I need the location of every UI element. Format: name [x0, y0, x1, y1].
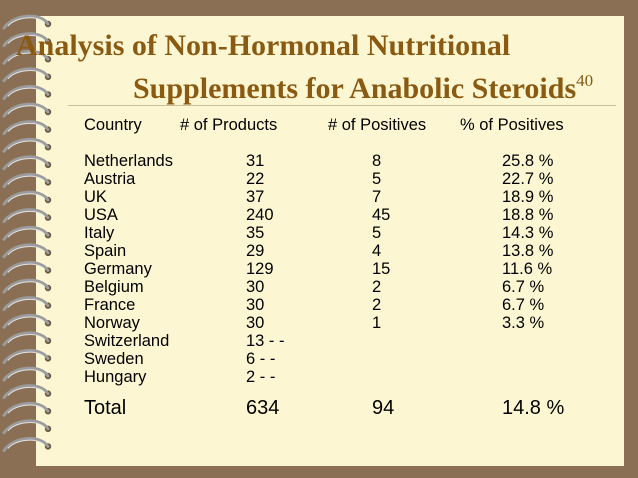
products-cell: 30: [246, 278, 265, 296]
percent-cell: 18.8 %: [502, 206, 554, 224]
products-cell: 31: [246, 152, 265, 170]
country-cell: Norway: [84, 314, 140, 332]
country-cell: Germany: [84, 260, 152, 278]
country-cell: Belgium: [84, 278, 144, 296]
country-cell: Italy: [84, 224, 115, 242]
notebook-page: [36, 16, 624, 466]
positives-cell: 5: [372, 170, 382, 188]
percent-cell: 11.6 %: [502, 260, 553, 278]
country-cell: Spain: [84, 242, 127, 260]
positives-cell: 1: [372, 314, 382, 332]
products-cell: 129: [246, 260, 274, 278]
percent-cell: 22.7 %: [502, 170, 554, 188]
title-line-2: Supplements for Anabolic Steroids40: [133, 71, 594, 105]
total-positives: 94: [372, 397, 395, 419]
country-cell: Hungary: [84, 368, 147, 386]
country-cell: Austria: [84, 170, 136, 188]
positives-cell: 15: [372, 260, 391, 278]
header-products: # of Products: [180, 116, 278, 134]
percent-cell: 6.7 %: [502, 278, 545, 296]
products-cell: 6 - -: [246, 350, 276, 368]
header-percent: % of Positives: [460, 116, 564, 134]
percent-cell: 14.3 %: [502, 224, 554, 242]
products-cell: 35: [246, 224, 265, 242]
percent-cell: 6.7 %: [502, 296, 545, 314]
positives-cell: 5: [372, 224, 382, 242]
positives-cell: 45: [372, 206, 391, 224]
reference-number: 40: [576, 71, 594, 90]
positives-cell: 8: [372, 152, 382, 170]
country-cell: USA: [84, 206, 118, 224]
country-cell: France: [84, 296, 136, 314]
total-percent: 14.8 %: [502, 397, 565, 419]
country-cell: Sweden: [84, 350, 144, 368]
products-cell: 2 - -: [246, 368, 276, 386]
percent-cell: 13.8 %: [502, 242, 554, 260]
products-cell: 13 - -: [246, 332, 285, 350]
percent-cell: 18.9 %: [502, 188, 554, 206]
title-divider: [68, 105, 616, 106]
header-positives: # of Positives: [328, 116, 427, 134]
percent-cell: 3.3 %: [502, 314, 545, 332]
products-cell: 22: [246, 170, 265, 188]
products-cell: 30: [246, 296, 265, 314]
title-line-1: Analysis of Non-Hormonal Nutritional: [16, 29, 511, 62]
products-cell: 240: [246, 206, 274, 224]
positives-cell: 4: [372, 242, 382, 260]
positives-cell: 7: [372, 188, 382, 206]
country-cell: Netherlands: [84, 152, 173, 170]
products-cell: 37: [246, 188, 265, 206]
country-cell: Switzerland: [84, 332, 170, 350]
total-products: 634: [246, 397, 280, 419]
products-cell: 30: [246, 314, 265, 332]
positives-cell: 2: [372, 296, 382, 314]
products-cell: 29: [246, 242, 265, 260]
slide-title: Analysis of Non-Hormonal Nutritional Sup…: [16, 28, 593, 106]
percent-cell: 25.8 %: [502, 152, 554, 170]
header-country: Country: [84, 116, 142, 134]
positives-cell: 2: [372, 278, 382, 296]
total-label: Total: [84, 397, 127, 419]
country-cell: UK: [84, 188, 107, 206]
spiral-binding-icon: [2, 14, 52, 452]
